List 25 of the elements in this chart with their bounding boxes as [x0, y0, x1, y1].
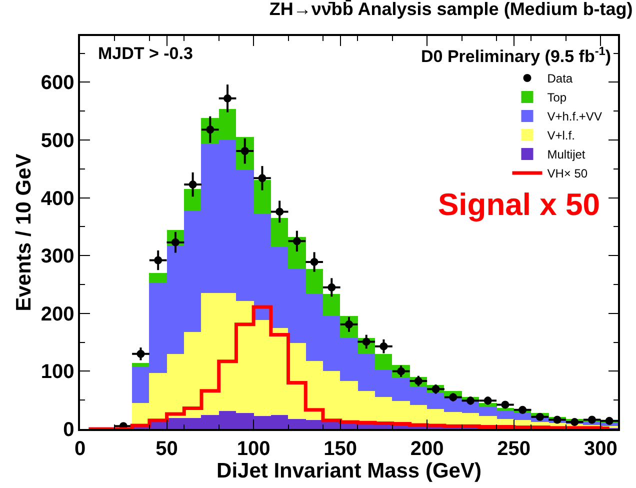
- x-tick-label: 250: [497, 438, 531, 460]
- legend-label: V+h.f.+VV: [547, 110, 602, 124]
- x-tick-label: 150: [324, 438, 358, 460]
- x-tick-label: 100: [236, 438, 270, 460]
- y-tick-label: 400: [40, 188, 74, 210]
- legend-label: V+l.f.: [547, 128, 575, 143]
- y-tick-label: 200: [40, 303, 74, 326]
- x-tick-label: 50: [156, 438, 178, 460]
- annotation: D0 Preliminary (9.5 fb$^{-1}$): [421, 44, 612, 66]
- annotation: MJDT > -0.3: [98, 44, 193, 63]
- x-tick-label: 200: [410, 438, 444, 460]
- y-tick-label: 500: [40, 130, 74, 152]
- legend-label: Top: [547, 90, 567, 105]
- y-tick-label: 300: [40, 246, 74, 268]
- legend-label: Data: [547, 72, 573, 86]
- y-axis-title: Events / 10 GeV: [12, 154, 36, 312]
- y-tick-label: 100: [40, 361, 74, 384]
- y-tick-label: 0: [63, 419, 74, 441]
- legend-label: Multijet: [547, 148, 586, 162]
- x-axis-title: DiJet Invariant Mass (GeV): [216, 460, 482, 483]
- y-tick-label: 600: [40, 72, 74, 94]
- x-tick-label: 300: [584, 438, 618, 460]
- legend-label: VH× 50: [547, 166, 588, 181]
- annotation: Signal x 50: [438, 187, 600, 222]
- chart-title: ZH→νν̄bb̄ Analysis sample (Medium b-tag): [269, 0, 633, 20]
